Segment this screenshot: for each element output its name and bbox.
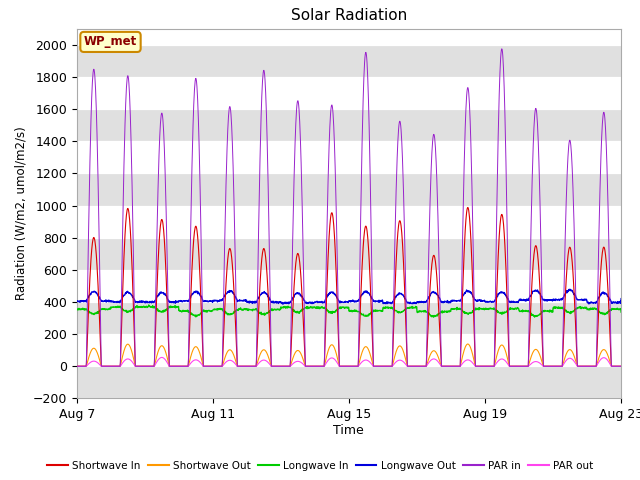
Text: WP_met: WP_met [84, 36, 137, 48]
Legend: Shortwave In, Shortwave Out, Longwave In, Longwave Out, PAR in, PAR out: Shortwave In, Shortwave Out, Longwave In… [43, 456, 597, 475]
Bar [77, 45, 621, 77]
Y-axis label: Radiation (W/m2, umol/m2/s): Radiation (W/m2, umol/m2/s) [14, 127, 27, 300]
Bar [77, 173, 621, 205]
X-axis label: Time: Time [333, 424, 364, 437]
Title: Solar Radiation: Solar Radiation [291, 9, 407, 24]
Bar [77, 302, 621, 334]
Bar [77, 238, 621, 270]
Bar [77, 109, 621, 141]
Bar [77, 366, 621, 398]
